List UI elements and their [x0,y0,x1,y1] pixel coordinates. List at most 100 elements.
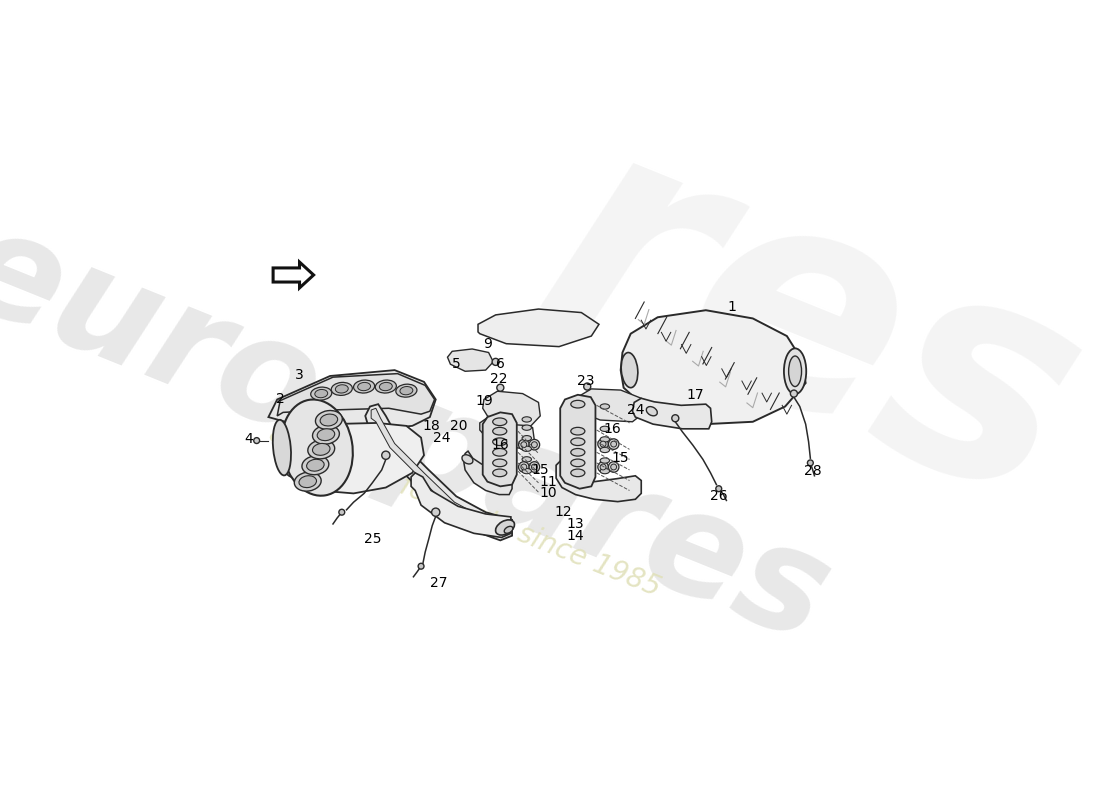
Circle shape [610,441,617,447]
Ellipse shape [295,472,321,491]
Ellipse shape [353,380,375,393]
Circle shape [608,462,619,472]
Ellipse shape [308,440,334,459]
Ellipse shape [571,449,585,456]
Circle shape [610,464,617,470]
Text: 15: 15 [612,451,629,465]
Circle shape [431,508,440,516]
Ellipse shape [493,449,507,456]
Ellipse shape [400,386,412,394]
Polygon shape [632,398,712,429]
Ellipse shape [601,437,609,442]
Circle shape [529,462,540,472]
Ellipse shape [358,382,371,390]
Ellipse shape [331,382,352,395]
Circle shape [601,441,606,447]
Text: 3: 3 [295,368,304,382]
Ellipse shape [312,426,340,444]
Polygon shape [557,461,641,502]
Circle shape [339,510,344,515]
Circle shape [521,442,527,448]
Ellipse shape [784,348,806,394]
Ellipse shape [621,353,638,388]
Circle shape [418,563,424,569]
Text: 5: 5 [452,358,461,371]
Polygon shape [268,370,436,430]
Circle shape [608,439,619,450]
Circle shape [791,390,798,397]
Text: 12: 12 [554,505,573,519]
Circle shape [531,464,537,470]
Text: 23: 23 [576,374,594,388]
Ellipse shape [522,457,531,462]
Ellipse shape [282,399,353,496]
Ellipse shape [316,410,342,430]
Circle shape [518,462,529,472]
Ellipse shape [601,469,609,474]
Text: 15: 15 [531,463,549,477]
Text: 13: 13 [566,517,584,531]
Circle shape [601,464,606,470]
Ellipse shape [571,469,585,477]
Ellipse shape [493,459,507,466]
Text: eurospares: eurospares [0,197,849,673]
Polygon shape [464,451,513,494]
Text: 26: 26 [710,490,727,503]
Polygon shape [478,309,600,346]
Ellipse shape [299,476,317,488]
Ellipse shape [307,459,324,471]
Polygon shape [560,394,595,489]
Ellipse shape [493,418,507,426]
Text: 17: 17 [686,388,704,402]
Circle shape [518,439,529,450]
Ellipse shape [312,443,330,455]
Polygon shape [620,310,805,424]
Polygon shape [575,389,646,422]
Ellipse shape [379,382,393,390]
Text: 11: 11 [540,474,558,489]
Polygon shape [411,473,510,538]
Ellipse shape [317,429,334,441]
Circle shape [521,464,527,470]
Ellipse shape [522,435,531,441]
Ellipse shape [601,447,609,453]
Text: 24: 24 [433,430,450,445]
Ellipse shape [571,438,585,446]
Text: 20: 20 [451,419,468,433]
Ellipse shape [396,384,417,397]
Circle shape [531,442,537,448]
Text: 16: 16 [603,422,620,436]
Text: 1: 1 [728,300,737,314]
Ellipse shape [571,427,585,435]
Ellipse shape [496,520,515,535]
Polygon shape [371,408,509,534]
Ellipse shape [601,458,609,463]
Circle shape [529,439,540,450]
Ellipse shape [336,385,349,393]
Ellipse shape [493,438,507,446]
Polygon shape [483,391,540,426]
Ellipse shape [601,426,609,431]
Ellipse shape [601,404,609,409]
Polygon shape [480,414,535,449]
Ellipse shape [462,454,473,464]
Circle shape [584,383,591,390]
Text: 24: 24 [627,403,645,417]
Ellipse shape [522,446,531,451]
Text: 9: 9 [483,338,492,351]
Text: 14: 14 [566,529,584,542]
Text: res: res [506,90,1100,568]
Ellipse shape [522,425,531,430]
Polygon shape [448,349,493,371]
Ellipse shape [571,459,585,466]
Ellipse shape [320,414,338,426]
Circle shape [597,439,608,450]
Text: 27: 27 [430,576,448,590]
Text: 2: 2 [276,393,285,406]
Circle shape [497,384,504,391]
Ellipse shape [493,427,507,435]
Text: 19: 19 [475,394,493,408]
Text: 4: 4 [244,432,253,446]
Text: 18: 18 [422,419,440,433]
Ellipse shape [315,390,328,398]
